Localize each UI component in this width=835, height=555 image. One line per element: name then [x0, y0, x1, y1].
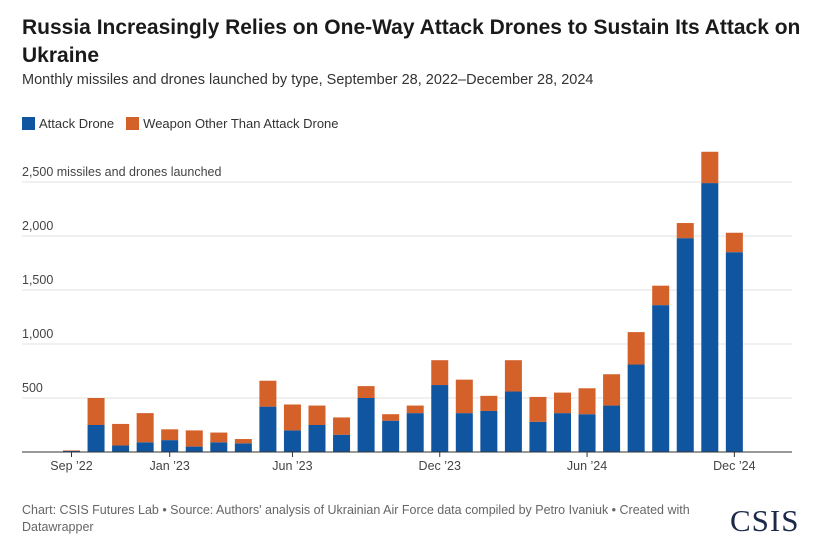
bar-attack-drone — [136, 442, 154, 452]
bar-attack-drone — [308, 425, 326, 452]
chart-title: Russia Increasingly Relies on One-Way At… — [22, 16, 801, 67]
bar-other-weapon — [603, 374, 621, 406]
legend-label-other-weapon: Weapon Other Than Attack Drone — [143, 116, 339, 131]
chart-subtitle: Monthly missiles and drones launched by … — [22, 72, 594, 88]
x-tick-label: Jun ’23 — [272, 459, 312, 473]
bar-other-weapon — [112, 423, 130, 446]
bar-attack-drone — [676, 238, 694, 452]
bar-attack-drone — [504, 391, 522, 452]
bar-other-weapon — [382, 414, 400, 421]
bar-other-weapon — [578, 388, 596, 415]
csis-logo: CSIS — [730, 503, 800, 538]
bar-attack-drone — [259, 406, 277, 452]
bar-other-weapon — [652, 285, 670, 306]
bar-attack-drone — [185, 446, 203, 452]
bar-other-weapon — [185, 430, 203, 447]
bar-attack-drone — [382, 420, 400, 452]
bar-other-weapon — [357, 386, 375, 398]
bar-attack-drone — [431, 385, 449, 452]
legend-swatch-other-weapon — [126, 117, 140, 130]
bar-other-weapon — [63, 450, 80, 451]
bar-attack-drone — [652, 305, 670, 452]
bar-other-weapon — [308, 405, 326, 425]
bar-attack-drone — [87, 425, 105, 452]
y-tick-label: 1,000 — [22, 327, 53, 341]
bar-other-weapon — [725, 232, 743, 253]
bar-other-weapon — [406, 405, 424, 414]
bar-attack-drone — [529, 421, 547, 452]
bar-attack-drone — [210, 442, 228, 452]
bar-attack-drone — [112, 445, 130, 452]
legend: Attack Drone Weapon Other Than Attack Dr… — [22, 116, 351, 131]
legend-item-other-weapon: Weapon Other Than Attack Drone — [126, 116, 339, 131]
bar-other-weapon — [210, 432, 228, 443]
x-tick-label: Dec ’23 — [419, 459, 461, 473]
legend-label-attack-drone: Attack Drone — [39, 116, 115, 131]
bar-other-weapon — [529, 396, 547, 422]
legend-item-attack-drone: Attack Drone — [22, 116, 114, 131]
chart-footer: Chart: CSIS Futures Lab • Source: Author… — [22, 503, 690, 534]
bar-attack-drone — [455, 413, 473, 452]
bar-attack-drone — [234, 443, 252, 452]
y-tick-label: 1,500 — [22, 273, 53, 287]
bar-attack-drone — [603, 405, 621, 452]
bar-other-weapon — [283, 404, 301, 431]
bar-other-weapon — [480, 395, 498, 411]
x-tick-label: Jun ’24 — [567, 459, 607, 473]
bar-other-weapon — [136, 413, 154, 443]
bar-other-weapon — [554, 392, 571, 414]
bar-attack-drone — [578, 414, 596, 452]
bar-other-weapon — [431, 360, 449, 386]
stacked-bar-chart: 500 1,000 1,500 2,000 2,500 missiles and dro… — [22, 151, 792, 473]
bar-attack-drone — [63, 450, 80, 452]
x-tick-label: Jan ’23 — [150, 459, 190, 473]
bar-other-weapon — [87, 398, 105, 425]
bar-other-weapon — [701, 151, 719, 184]
y-tick-label: 2,500 missiles and drones launched — [22, 165, 221, 179]
bar-other-weapon — [161, 429, 179, 441]
bar-attack-drone — [333, 434, 351, 452]
bar-other-weapon — [259, 380, 277, 407]
bar-attack-drone — [161, 440, 179, 452]
legend-swatch-attack-drone — [22, 117, 35, 130]
bar-attack-drone — [406, 413, 424, 452]
bar-attack-drone — [554, 413, 571, 452]
bar-other-weapon — [504, 360, 522, 392]
bar-attack-drone — [627, 364, 645, 452]
y-tick-label: 500 — [22, 381, 43, 395]
x-tick-label: Dec ’24 — [713, 459, 755, 473]
bar-other-weapon — [676, 223, 694, 239]
bar-attack-drone — [725, 252, 743, 452]
bar-other-weapon — [455, 379, 473, 414]
y-tick-label: 2,000 — [22, 219, 53, 233]
bar-other-weapon — [333, 417, 351, 435]
bar-attack-drone — [283, 430, 301, 452]
bar-attack-drone — [357, 398, 375, 452]
bar-other-weapon — [627, 332, 645, 365]
bar-other-weapon — [234, 439, 252, 444]
bar-attack-drone — [701, 183, 719, 452]
bar-attack-drone — [480, 410, 498, 452]
x-tick-label: Sep ’22 — [50, 459, 92, 473]
